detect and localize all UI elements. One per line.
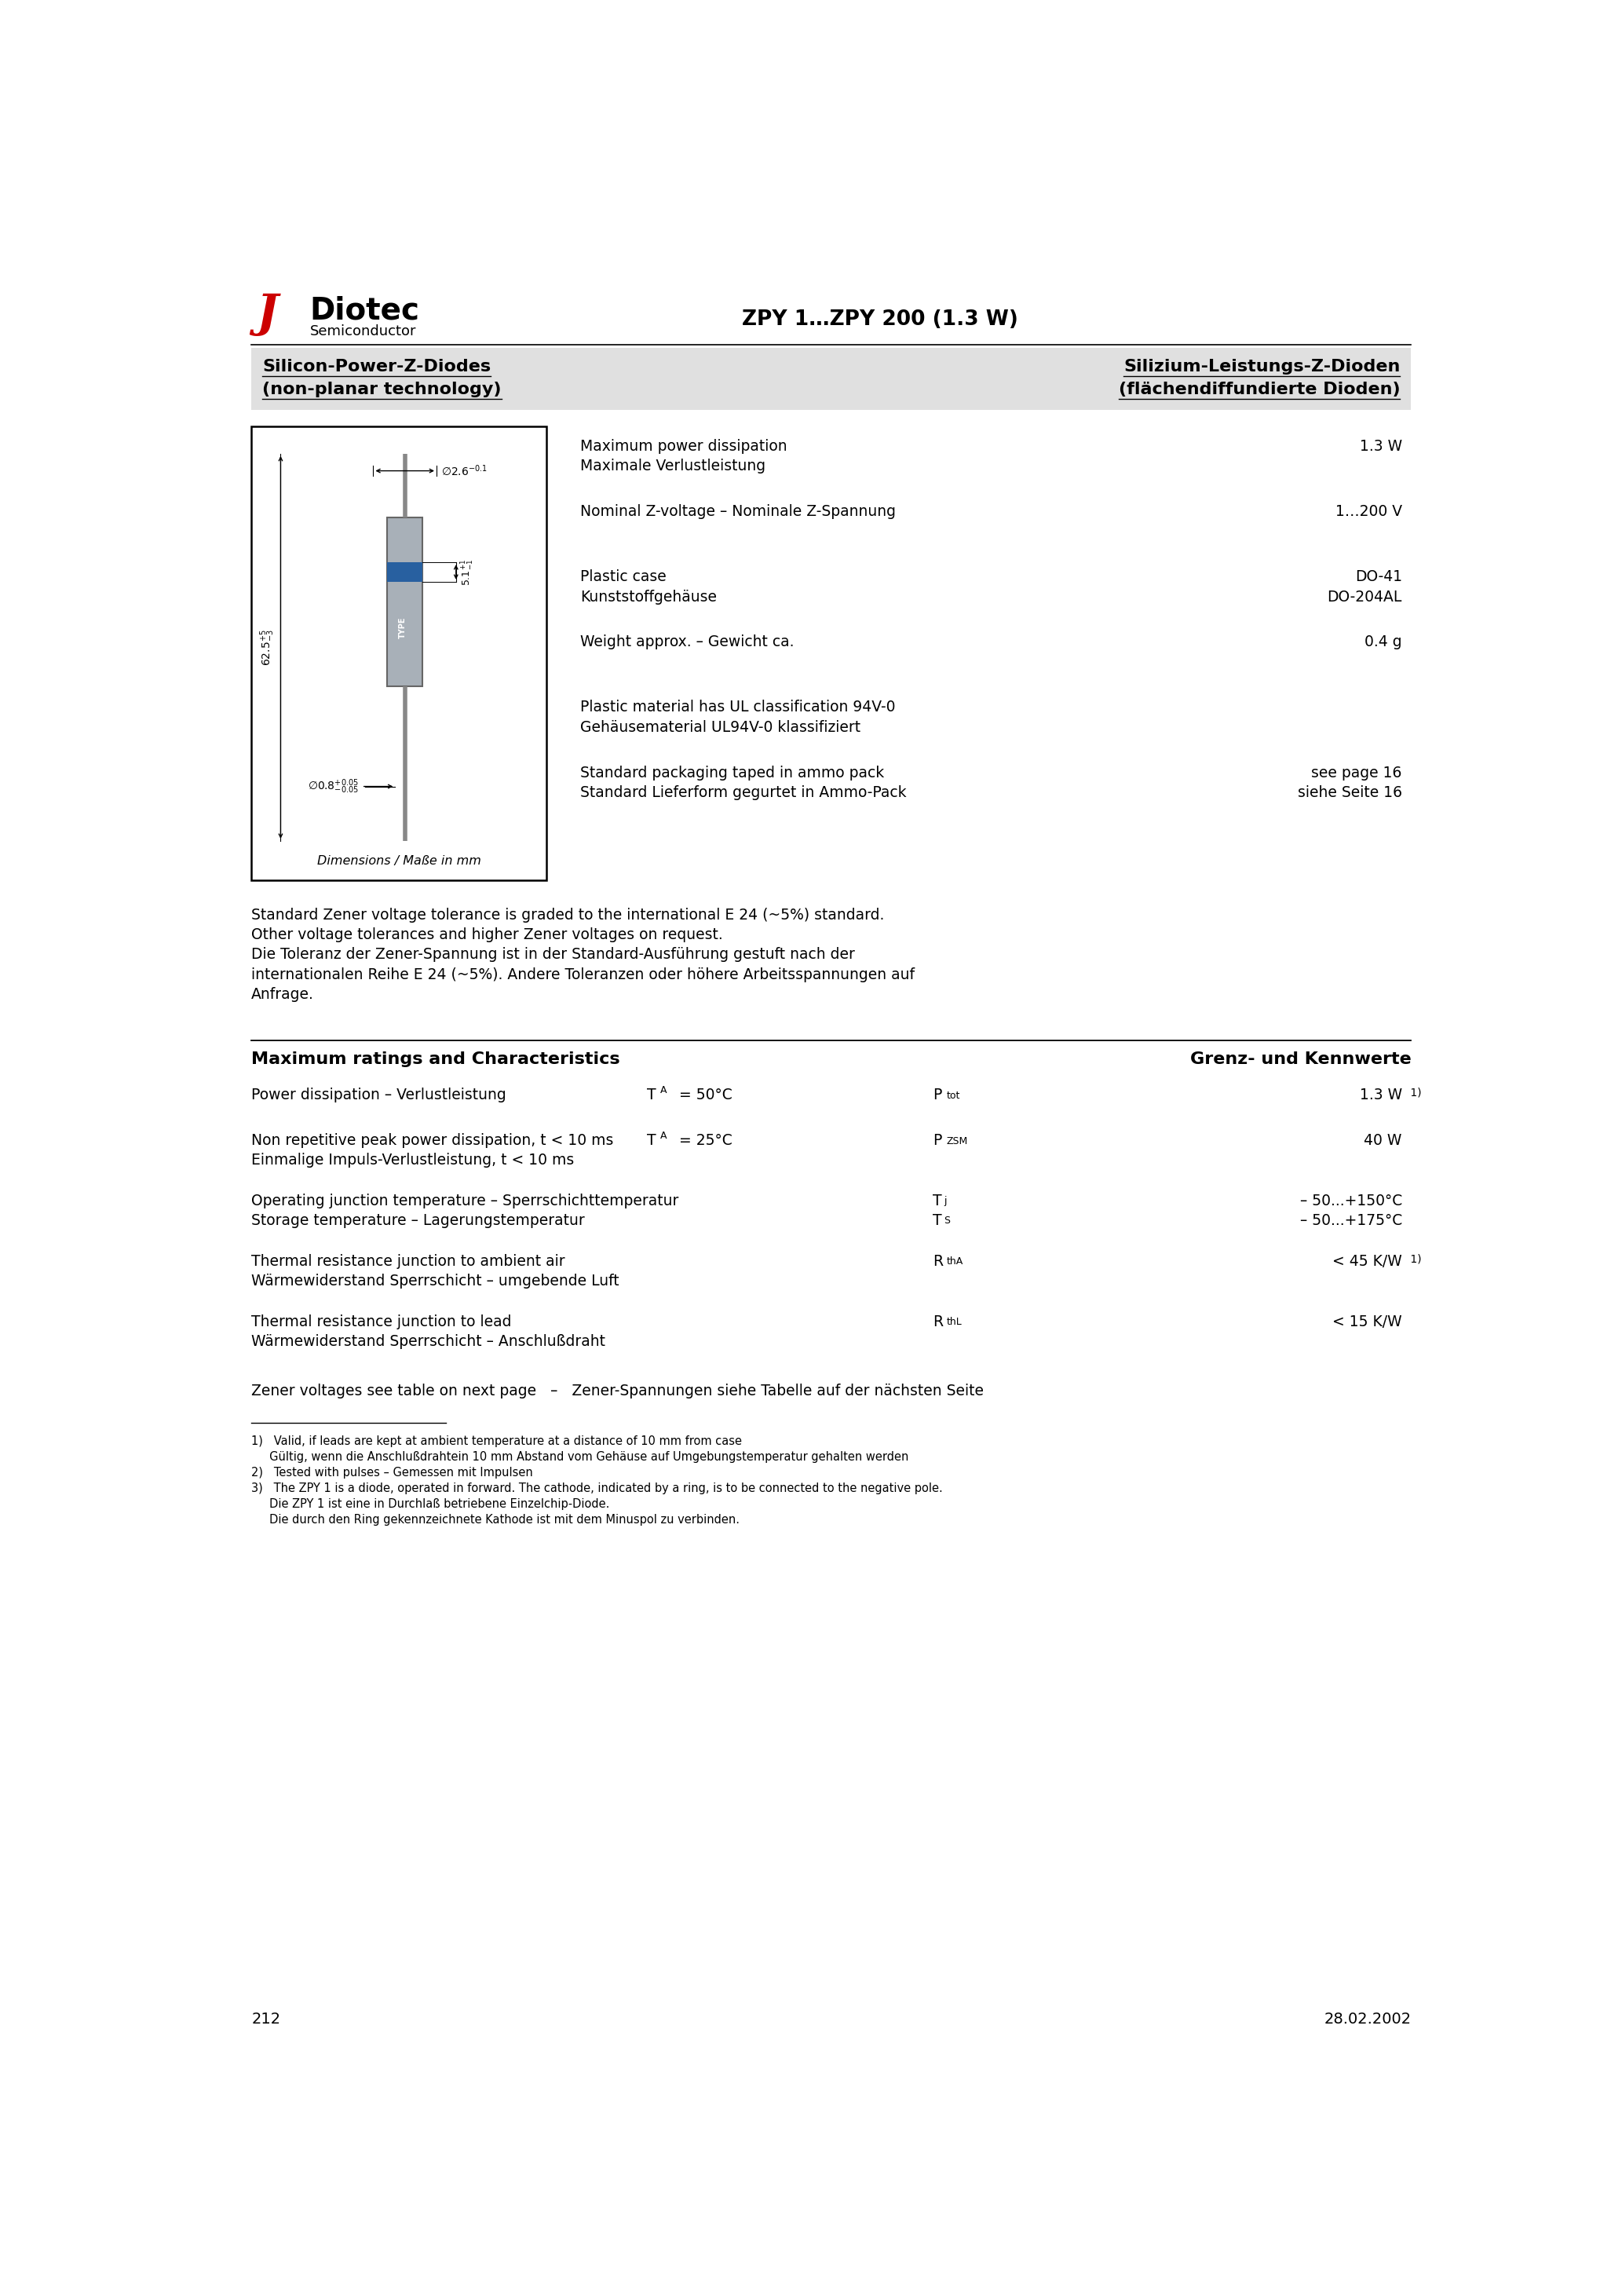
Text: S: S bbox=[944, 1215, 950, 1226]
Text: internationalen Reihe E 24 (~5%). Andere Toleranzen oder höhere Arbeitsspannunge: internationalen Reihe E 24 (~5%). Andere… bbox=[251, 967, 915, 983]
Text: 1)   Valid, if leads are kept at ambient temperature at a distance of 10 mm from: 1) Valid, if leads are kept at ambient t… bbox=[251, 1435, 743, 1446]
Text: Standard packaging taped in ammo pack: Standard packaging taped in ammo pack bbox=[581, 765, 884, 781]
Text: $\varnothing$0.8$^{+0.05}_{-0.05}$: $\varnothing$0.8$^{+0.05}_{-0.05}$ bbox=[308, 778, 358, 794]
Text: 1.3 W: 1.3 W bbox=[1359, 439, 1401, 455]
Text: thA: thA bbox=[946, 1256, 963, 1267]
Text: 62.5$^{+5}_{-3}$: 62.5$^{+5}_{-3}$ bbox=[258, 629, 276, 666]
Text: tot: tot bbox=[946, 1091, 960, 1100]
Text: Thermal resistance junction to ambient air: Thermal resistance junction to ambient a… bbox=[251, 1254, 564, 1270]
Text: Anfrage.: Anfrage. bbox=[251, 987, 315, 1001]
Text: R: R bbox=[933, 1313, 942, 1329]
Text: siehe Seite 16: siehe Seite 16 bbox=[1298, 785, 1401, 799]
Text: 3)   The ZPY 1 is a diode, operated in forward. The cathode, indicated by a ring: 3) The ZPY 1 is a diode, operated in for… bbox=[251, 1483, 942, 1495]
Text: P: P bbox=[933, 1088, 942, 1102]
Text: Kunststoffgehäuse: Kunststoffgehäuse bbox=[581, 590, 717, 604]
Text: Storage temperature – Lagerungstemperatur: Storage temperature – Lagerungstemperatu… bbox=[251, 1212, 586, 1228]
Text: J: J bbox=[256, 292, 277, 338]
Text: Wärmewiderstand Sperrschicht – umgebende Luft: Wärmewiderstand Sperrschicht – umgebende… bbox=[251, 1274, 620, 1288]
Text: Zener voltages see table on next page   –   Zener-Spannungen siehe Tabelle auf d: Zener voltages see table on next page – … bbox=[251, 1384, 985, 1398]
Text: 2)   Tested with pulses – Gemessen mit Impulsen: 2) Tested with pulses – Gemessen mit Imp… bbox=[251, 1467, 534, 1479]
Text: see page 16: see page 16 bbox=[1312, 765, 1401, 781]
Text: Einmalige Impuls-Verlustleistung, t < 10 ms: Einmalige Impuls-Verlustleistung, t < 10… bbox=[251, 1153, 574, 1169]
Text: 1…200 V: 1…200 V bbox=[1335, 505, 1401, 519]
Text: DO-204AL: DO-204AL bbox=[1327, 590, 1401, 604]
Text: < 45 K/W: < 45 K/W bbox=[1332, 1254, 1401, 1270]
Text: – 50...+150°C: – 50...+150°C bbox=[1299, 1194, 1401, 1208]
Bar bbox=[388, 517, 422, 687]
Text: T: T bbox=[933, 1194, 942, 1208]
Text: Maximale Verlustleistung: Maximale Verlustleistung bbox=[581, 459, 766, 473]
Text: Grenz- und Kennwerte: Grenz- und Kennwerte bbox=[1191, 1052, 1411, 1068]
Text: Die ZPY 1 ist eine in Durchlaß betriebene Einzelchip-Diode.: Die ZPY 1 ist eine in Durchlaß betrieben… bbox=[251, 1497, 610, 1511]
Text: Standard Lieferform gegurtet in Ammo-Pack: Standard Lieferform gegurtet in Ammo-Pac… bbox=[581, 785, 907, 799]
Text: Gültig, wenn die Anschlußdrahtein 10 mm Abstand vom Gehäuse auf Umgebungstempera: Gültig, wenn die Anschlußdrahtein 10 mm … bbox=[251, 1451, 908, 1463]
Text: ZSM: ZSM bbox=[946, 1137, 968, 1146]
Text: Power dissipation – Verlustleistung: Power dissipation – Verlustleistung bbox=[251, 1088, 506, 1102]
Bar bbox=[388, 563, 422, 581]
Text: P: P bbox=[933, 1132, 942, 1148]
Text: Maximum power dissipation: Maximum power dissipation bbox=[581, 439, 787, 455]
Text: Die Toleranz der Zener-Spannung ist in der Standard-Ausführung gestuft nach der: Die Toleranz der Zener-Spannung ist in d… bbox=[251, 948, 855, 962]
Text: A: A bbox=[660, 1130, 667, 1141]
Text: < 15 K/W: < 15 K/W bbox=[1332, 1313, 1401, 1329]
Bar bbox=[251, 349, 1411, 409]
Text: ZPY 1…ZPY 200 (1.3 W): ZPY 1…ZPY 200 (1.3 W) bbox=[741, 310, 1019, 331]
Text: = 25°C: = 25°C bbox=[675, 1132, 732, 1148]
Text: Maximum ratings and Characteristics: Maximum ratings and Characteristics bbox=[251, 1052, 620, 1068]
Text: Silicon-Power-Z-Diodes: Silicon-Power-Z-Diodes bbox=[263, 358, 491, 374]
Text: Nominal Z-voltage – Nominale Z-Spannung: Nominal Z-voltage – Nominale Z-Spannung bbox=[581, 505, 895, 519]
Text: 1): 1) bbox=[1406, 1088, 1421, 1097]
Text: 0.4 g: 0.4 g bbox=[1364, 634, 1401, 650]
Text: Non repetitive peak power dissipation, t < 10 ms: Non repetitive peak power dissipation, t… bbox=[251, 1132, 613, 1148]
Text: Standard Zener voltage tolerance is graded to the international E 24 (~5%) stand: Standard Zener voltage tolerance is grad… bbox=[251, 907, 884, 923]
Text: j: j bbox=[944, 1196, 947, 1205]
Text: = 50°C: = 50°C bbox=[675, 1088, 732, 1102]
Text: T: T bbox=[933, 1212, 942, 1228]
Text: $\varnothing$2.6$^{-0.1}$: $\varnothing$2.6$^{-0.1}$ bbox=[441, 464, 488, 478]
Text: 40 W: 40 W bbox=[1364, 1132, 1401, 1148]
Text: 212: 212 bbox=[251, 2011, 281, 2027]
Bar bbox=[251, 427, 547, 879]
Text: TYPE: TYPE bbox=[399, 618, 407, 638]
Text: Plastic case: Plastic case bbox=[581, 569, 667, 583]
Text: Silizium-Leistungs-Z-Dioden: Silizium-Leistungs-Z-Dioden bbox=[1124, 358, 1400, 374]
Text: (flächendiffundierte Dioden): (flächendiffundierte Dioden) bbox=[1119, 381, 1400, 397]
Text: Thermal resistance junction to lead: Thermal resistance junction to lead bbox=[251, 1313, 511, 1329]
Text: thL: thL bbox=[946, 1316, 962, 1327]
Text: Dimensions / Maße in mm: Dimensions / Maße in mm bbox=[316, 854, 482, 866]
Text: Wärmewiderstand Sperrschicht – Anschlußdraht: Wärmewiderstand Sperrschicht – Anschlußd… bbox=[251, 1334, 605, 1350]
Text: 1): 1) bbox=[1406, 1254, 1421, 1265]
Text: Plastic material has UL classification 94V-0: Plastic material has UL classification 9… bbox=[581, 700, 895, 714]
Text: T: T bbox=[647, 1088, 655, 1102]
Text: 1.3 W: 1.3 W bbox=[1359, 1088, 1401, 1102]
Text: Operating junction temperature – Sperrschichttemperatur: Operating junction temperature – Sperrsc… bbox=[251, 1194, 680, 1208]
Text: (non-planar technology): (non-planar technology) bbox=[263, 381, 501, 397]
Text: Weight approx. – Gewicht ca.: Weight approx. – Gewicht ca. bbox=[581, 634, 793, 650]
Text: T: T bbox=[647, 1132, 655, 1148]
Text: Die durch den Ring gekennzeichnete Kathode ist mit dem Minuspol zu verbinden.: Die durch den Ring gekennzeichnete Katho… bbox=[251, 1513, 740, 1525]
Text: 5.1$^{+1}_{-1}$: 5.1$^{+1}_{-1}$ bbox=[461, 558, 475, 585]
Text: 28.02.2002: 28.02.2002 bbox=[1324, 2011, 1411, 2027]
Text: Gehäusematerial UL94V-0 klassifiziert: Gehäusematerial UL94V-0 klassifiziert bbox=[581, 721, 860, 735]
Text: Semiconductor: Semiconductor bbox=[310, 324, 417, 340]
Text: Diotec: Diotec bbox=[310, 296, 420, 326]
Text: A: A bbox=[660, 1086, 667, 1095]
Text: R: R bbox=[933, 1254, 942, 1270]
Text: – 50...+175°C: – 50...+175°C bbox=[1299, 1212, 1401, 1228]
Text: Other voltage tolerances and higher Zener voltages on request.: Other voltage tolerances and higher Zene… bbox=[251, 928, 723, 941]
Text: DO-41: DO-41 bbox=[1354, 569, 1401, 583]
